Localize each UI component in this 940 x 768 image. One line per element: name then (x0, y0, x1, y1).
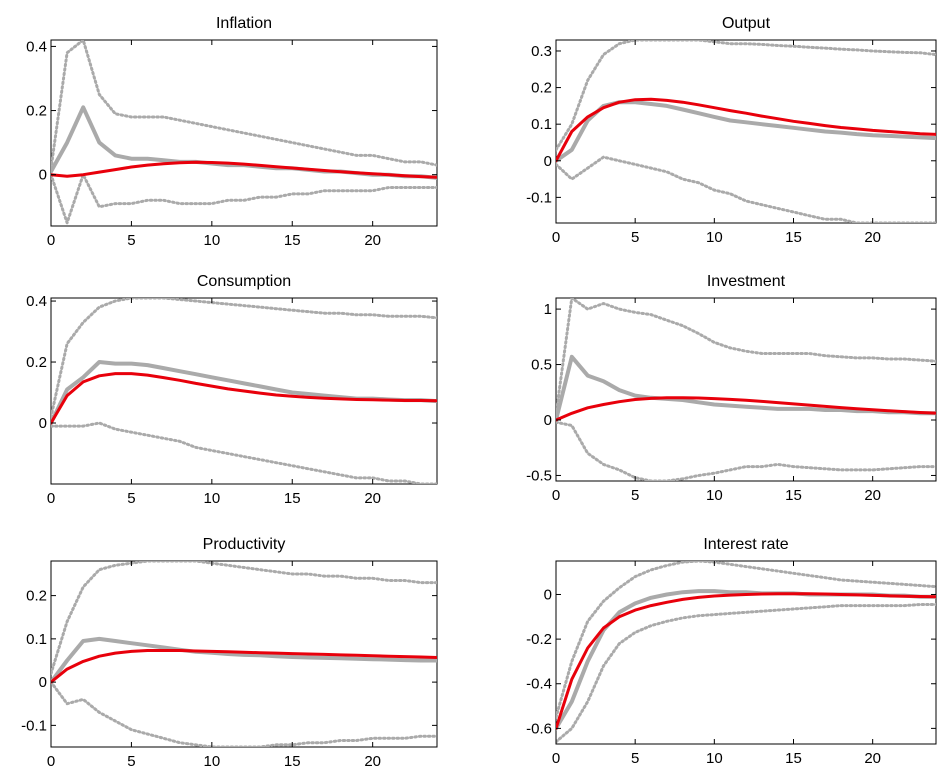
panel-productivity: Productivity 0 5 10 15 20 -0.1 0 0.1 0.2 (21, 536, 438, 768)
y-tick-label: -0.5 (526, 467, 552, 484)
x-tick-label: 5 (631, 750, 639, 767)
y-tick-label: 0.2 (26, 354, 47, 371)
series-lower-line (51, 421, 437, 484)
x-tick-label: 5 (127, 490, 135, 507)
panel-inflation: Inflation 0 5 10 15 20 0 0.2 0.4 (26, 15, 438, 249)
plot-frame (555, 297, 937, 482)
x-tick-label: 20 (864, 229, 881, 246)
x-tick-label: 10 (706, 750, 723, 767)
x-tick-label: 10 (706, 487, 723, 504)
x-tick-label: 10 (706, 229, 723, 246)
x-tick-label: 15 (284, 232, 301, 249)
y-tick-label: 0.1 (531, 116, 552, 133)
y-tick-label: 0 (39, 674, 47, 691)
y-tick-label: 0 (544, 153, 552, 170)
x-tick-label: 20 (364, 753, 381, 768)
x-tick-label: 15 (284, 490, 301, 507)
series-upper-line (556, 40, 936, 152)
series-lower-line (556, 155, 936, 223)
x-tick-label: 20 (864, 487, 881, 504)
x-tick-label: 0 (47, 232, 55, 249)
panel-title: Investment (707, 273, 786, 290)
y-tick-label: 0.2 (26, 103, 47, 120)
y-tick-label: 0.5 (531, 357, 552, 374)
series-lower-line (51, 680, 437, 747)
x-tick-label: 5 (631, 487, 639, 504)
series-lower-line (556, 420, 936, 481)
y-tick-label: 0 (39, 415, 47, 432)
y-tick-label: -0.4 (526, 676, 552, 693)
x-tick-label: 5 (127, 232, 135, 249)
x-tick-label: 0 (552, 487, 560, 504)
y-tick-label: 0 (39, 167, 47, 184)
y-tick-label: 0 (544, 412, 552, 429)
x-tick-label: 0 (552, 229, 560, 246)
x-tick-label: 15 (785, 487, 802, 504)
panel-interest-rate: Interest rate 0 5 10 15 20 -0.6 -0.4 -0.2 0 (526, 536, 937, 767)
x-tick-label: 5 (127, 753, 135, 768)
panel-title: Consumption (197, 273, 291, 290)
series-var-line (51, 636, 437, 685)
x-tick-label: 0 (47, 490, 55, 507)
series-model-line (51, 372, 437, 425)
y-tick-label: 0 (544, 586, 552, 603)
panel-consumption: Consumption 0 5 10 15 20 0 0.2 0.4 (26, 273, 438, 507)
x-tick-label: 20 (864, 750, 881, 767)
series-lower-line (556, 603, 936, 744)
x-tick-label: 0 (552, 750, 560, 767)
x-tick-label: 15 (785, 750, 802, 767)
x-tick-label: 20 (364, 232, 381, 249)
x-tick-label: 10 (203, 490, 220, 507)
y-tick-label: 0.1 (26, 631, 47, 648)
series-upper-line (556, 561, 936, 719)
y-tick-label: -0.1 (526, 189, 552, 206)
series-model-line (51, 160, 437, 179)
y-tick-label: 0.4 (26, 38, 47, 55)
y-tick-label: 0.2 (26, 588, 47, 605)
series-upper-line (51, 561, 437, 675)
y-tick-label: 0.3 (531, 43, 552, 60)
x-tick-label: 5 (631, 229, 639, 246)
panel-title: Inflation (216, 15, 272, 32)
x-tick-label: 10 (203, 753, 220, 768)
x-tick-label: 15 (284, 753, 301, 768)
x-tick-label: 20 (364, 490, 381, 507)
series-model-line (556, 97, 936, 163)
series-upper-line (51, 298, 437, 419)
y-tick-label: -0.1 (21, 717, 47, 734)
x-tick-label: 15 (785, 229, 802, 246)
series-upper-line (51, 40, 437, 170)
panel-title: Interest rate (703, 536, 788, 553)
series-lower-line (51, 173, 437, 225)
series-model-line (556, 592, 936, 730)
y-tick-label: -0.2 (526, 631, 552, 648)
y-tick-label: 0.4 (26, 293, 47, 310)
panel-title: Productivity (203, 536, 286, 553)
panel-output: Output 0 5 10 15 20 -0.1 0 0.1 0.2 0.3 (526, 15, 937, 246)
x-tick-label: 10 (203, 232, 220, 249)
y-tick-label: 0.2 (531, 80, 552, 97)
series-model-line (556, 396, 936, 422)
series-model-line (51, 649, 437, 684)
panel-title: Output (722, 15, 771, 32)
x-tick-label: 0 (47, 753, 55, 768)
y-tick-label: -0.6 (526, 720, 552, 737)
series-upper-line (556, 298, 936, 416)
y-tick-label: 1 (544, 301, 552, 318)
